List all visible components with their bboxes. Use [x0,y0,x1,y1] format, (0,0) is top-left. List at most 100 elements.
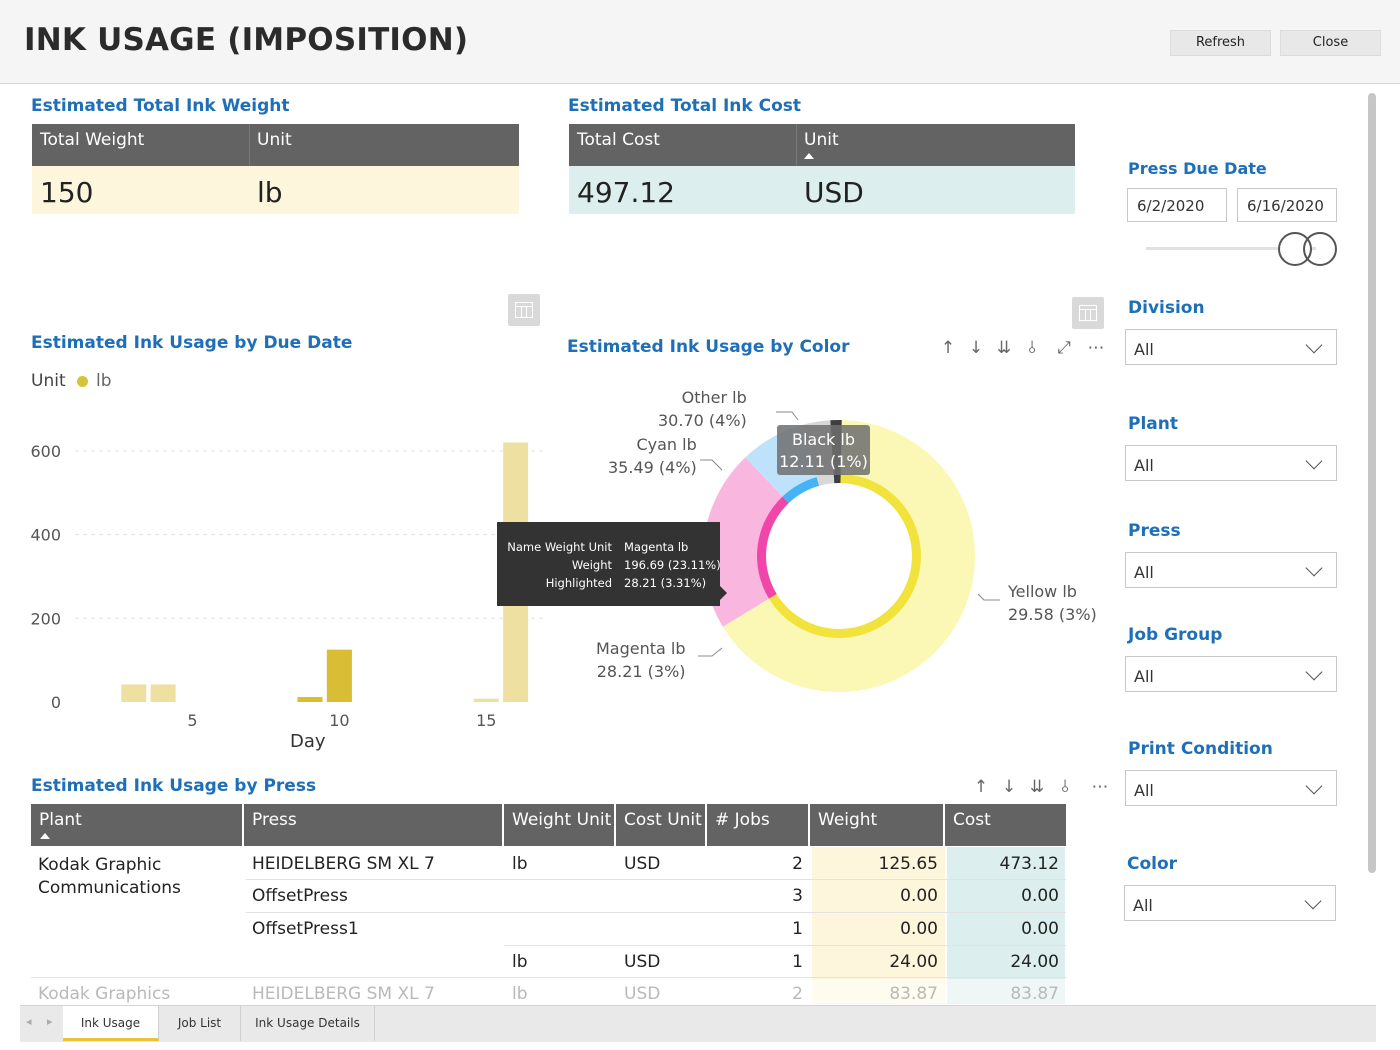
unit-header-cell[interactable]: Unit [257,130,292,150]
print-condition-dropdown[interactable]: All [1125,770,1337,806]
sort-ascending-icon [804,153,814,159]
division-dropdown[interactable]: All [1125,329,1337,365]
table-cell-plant: Kodak Graphic Communications [38,855,181,898]
arrow-up-icon[interactable]: ↑ [940,338,956,358]
table-icon [1079,305,1097,321]
legend-title: Unit [31,371,66,391]
plant-dropdown[interactable]: All [1125,445,1337,481]
expand-hierarchy-icon[interactable]: ⫰ [1061,777,1069,797]
unit-header-cell[interactable]: Unit [804,130,839,150]
color-dropdown[interactable]: All [1124,885,1336,921]
column-header-weight[interactable]: Weight [810,804,945,846]
due-date-bar-chart: 0 200 400 600 5 10 15 [30,442,545,730]
bar[interactable] [150,684,176,702]
focus-mode-icon[interactable]: ⤢ [1057,338,1071,358]
page-scrollbar[interactable] [1368,93,1376,873]
weight-header-cell[interactable]: Total Weight [40,130,145,150]
double-arrow-down-icon[interactable]: ⇊ [1029,777,1045,797]
table-cell-cost: 473.12 [999,854,1059,874]
table-cell-cost-unit: USD [624,984,661,1004]
press-dropdown[interactable]: All [1125,552,1337,588]
cost-card-title: Estimated Total Ink Cost [568,96,802,116]
bar[interactable] [121,684,147,702]
more-options-icon[interactable]: ⋯ [1091,777,1109,797]
table-cell-weight: 0.00 [900,886,938,906]
more-options-icon[interactable]: ⋯ [1087,338,1105,358]
x-tick-label: 10 [329,711,349,730]
arrow-up-icon[interactable]: ↑ [973,777,989,797]
legend-item[interactable]: lb [96,371,112,391]
refresh-button[interactable]: Refresh [1170,30,1271,56]
tab-ink-usage-details[interactable]: Ink Usage Details [241,1006,375,1041]
cost-header-cell[interactable]: Total Cost [577,130,660,150]
table-view-button[interactable] [508,294,540,326]
tab-scroll-right-icon[interactable]: ▸ [47,1015,53,1028]
donut-label-magenta: Magenta lb 28.21 (3%) [596,639,686,681]
range-end-handle[interactable] [1303,232,1337,266]
column-header-jobs[interactable]: # Jobs [707,804,810,846]
donut-slice-highlight[interactable] [757,496,789,599]
x-tick-label: 5 [187,711,197,730]
due-chart-title: Estimated Ink Usage by Due Date [31,333,353,353]
arrow-down-icon[interactable]: ↓ [1001,777,1017,797]
donut-slice-highlight[interactable] [782,477,820,504]
due-date-slicer-title: Press Due Date [1128,159,1267,178]
close-button[interactable]: Close [1280,30,1381,56]
cost-card-values: 497.12 USD [569,166,1075,214]
weight-card-title: Estimated Total Ink Weight [31,96,290,116]
table-view-button[interactable] [1072,297,1104,329]
expand-hierarchy-icon[interactable]: ⫰ [1028,338,1036,358]
double-arrow-down-icon[interactable]: ⇊ [996,338,1012,358]
donut-label-black: Black lb 12.11 (1%) [777,425,870,475]
tooltip-value: Magenta lb [624,540,689,554]
column-header-cost[interactable]: Cost [945,804,1066,846]
leader-line [977,593,1000,601]
end-date-input[interactable]: 6/16/2020 [1237,188,1337,222]
tab-scroll-left-icon[interactable]: ◂ [26,1015,32,1028]
press-slicer-title: Press [1128,521,1181,541]
weight-unit-value: lb [257,176,283,209]
table-cell-weight-unit: lb [512,854,528,874]
x-axis-label: Day [290,731,326,752]
tab-job-list[interactable]: Job List [159,1006,241,1041]
tooltip-value: 28.21 (3.31%) [624,576,707,590]
job-group-dropdown[interactable]: All [1125,656,1337,692]
job-group-slicer-title: Job Group [1128,625,1223,645]
tooltip-key: Weight [571,558,612,572]
column-header-cost-unit[interactable]: Cost Unit [616,804,707,846]
start-date-input[interactable]: 6/2/2020 [1127,188,1227,222]
leader-line [700,459,723,471]
chevron-down-icon [1305,777,1323,795]
column-header-press[interactable]: Press [244,804,504,846]
table-cell-jobs: 1 [792,952,803,972]
division-slicer-title: Division [1128,298,1205,318]
y-tick-label: 400 [30,526,61,545]
color-chart-title: Estimated Ink Usage by Color [567,337,850,357]
table-cell-plant: Kodak Graphics [38,984,171,1004]
bar-highlight[interactable] [326,649,352,702]
tooltip-pointer [720,586,727,600]
cost-column-bg [947,847,1065,979]
bar[interactable] [473,698,499,702]
row-divider [246,879,1066,880]
column-header-plant[interactable]: Plant [31,804,244,846]
donut-slice[interactable] [722,420,976,692]
column-divider [796,124,797,166]
donut-label-other: Other lb 30.70 (4%) [658,388,747,430]
leader-line [776,411,799,421]
chevron-down-icon [1305,559,1323,577]
table-cell-weight: 0.00 [900,919,938,939]
cost-unit-value: USD [804,176,864,209]
cost-card-header: Total Cost Unit [569,124,1075,166]
chevron-down-icon [1305,663,1323,681]
column-header-weight-unit[interactable]: Weight Unit [504,804,616,846]
tooltip-key: Highlighted [545,576,612,590]
bar-highlight[interactable] [297,696,323,702]
date-range-track [1146,247,1316,250]
arrow-down-icon[interactable]: ↓ [968,338,984,358]
weight-card-values: 150 lb [32,166,519,214]
visual-toolbar: ↑ ↓ ⇊ ⫰ ⤢ ⋯ [934,338,1110,358]
tab-ink-usage[interactable]: Ink Usage [63,1006,159,1041]
cost-column-bg [947,979,1065,1004]
page-tab-bar: ◂ ▸ Ink Usage Job List Ink Usage Details [20,1005,1376,1042]
